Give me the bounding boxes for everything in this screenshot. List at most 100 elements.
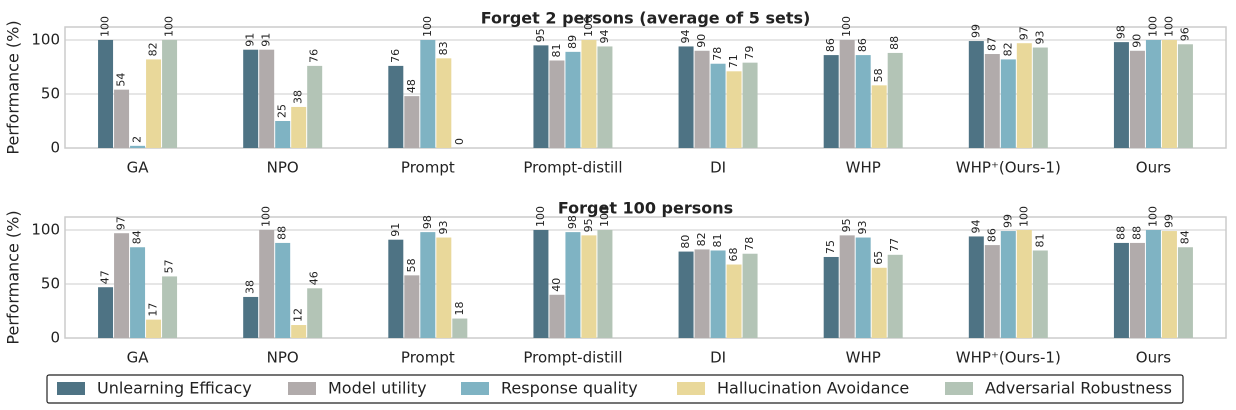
bar bbox=[597, 46, 613, 149]
x-tick-label: WHP⁺(Ours-1) bbox=[956, 349, 1061, 367]
bar bbox=[1177, 247, 1193, 338]
value-label: 46 bbox=[308, 271, 321, 285]
value-label: 91 bbox=[260, 33, 273, 47]
value-label: 2 bbox=[131, 136, 144, 143]
value-label: 89 bbox=[566, 35, 579, 49]
value-label: 79 bbox=[743, 46, 756, 60]
bar bbox=[420, 39, 436, 148]
y-tick-label: 50 bbox=[41, 84, 60, 102]
bar bbox=[436, 58, 452, 149]
value-label: 97 bbox=[115, 216, 128, 230]
value-label: 88 bbox=[888, 36, 901, 50]
value-label: 17 bbox=[147, 303, 160, 317]
bar bbox=[581, 235, 597, 338]
value-label: 96 bbox=[1178, 27, 1191, 41]
bar bbox=[678, 46, 694, 149]
y-tick-label: 100 bbox=[31, 30, 60, 48]
x-tick-label: WHP bbox=[846, 159, 881, 177]
bar bbox=[162, 276, 178, 338]
bar bbox=[823, 256, 839, 338]
bar bbox=[871, 85, 887, 148]
legend-swatch bbox=[288, 382, 316, 395]
value-label: 76 bbox=[308, 49, 321, 63]
bar bbox=[549, 294, 565, 338]
value-label: 99 bbox=[1162, 214, 1175, 228]
value-label: 91 bbox=[389, 223, 402, 237]
bar bbox=[98, 39, 114, 148]
y-axis-label: Performance (%) bbox=[4, 210, 23, 344]
legend-label: Model utility bbox=[328, 379, 427, 398]
value-label: 25 bbox=[276, 104, 289, 118]
plot-area bbox=[64, 216, 1227, 339]
value-label: 95 bbox=[840, 218, 853, 232]
value-label: 84 bbox=[1178, 230, 1191, 244]
legend-label: Unlearning Efficacy bbox=[97, 379, 252, 398]
value-label: 87 bbox=[985, 37, 998, 51]
chart-title: Forget 100 persons bbox=[558, 199, 733, 218]
bar bbox=[1000, 231, 1016, 338]
bar bbox=[1113, 242, 1129, 338]
bar bbox=[984, 245, 1000, 338]
bar bbox=[549, 60, 565, 148]
bar bbox=[291, 106, 307, 148]
y-tick-label: 50 bbox=[41, 274, 60, 292]
y-tick-label: 0 bbox=[50, 329, 60, 347]
bar bbox=[533, 45, 549, 148]
x-tick-label: Prompt-distill bbox=[523, 349, 622, 367]
legend-swatch bbox=[461, 382, 489, 395]
x-tick-label: Ours bbox=[1136, 349, 1171, 367]
x-tick-label: Prompt bbox=[401, 159, 455, 177]
value-label: 78 bbox=[743, 237, 756, 251]
bar bbox=[404, 96, 420, 148]
bar bbox=[307, 65, 323, 148]
x-tick-label: Prompt-distill bbox=[523, 159, 622, 177]
bar bbox=[1032, 47, 1048, 148]
bar bbox=[871, 267, 887, 338]
value-label: 95 bbox=[582, 218, 595, 232]
value-label: 98 bbox=[566, 215, 579, 229]
value-label: 83 bbox=[437, 41, 450, 55]
legend-box bbox=[46, 374, 1184, 404]
value-label: 80 bbox=[679, 235, 692, 249]
x-tick-label: DI bbox=[710, 349, 726, 367]
value-label: 98 bbox=[421, 215, 434, 229]
bar bbox=[146, 319, 162, 338]
value-label: 68 bbox=[727, 248, 740, 262]
value-label: 82 bbox=[147, 42, 160, 56]
x-tick-label: Ours bbox=[1136, 159, 1171, 177]
bar bbox=[1145, 39, 1161, 148]
value-label: 84 bbox=[131, 230, 144, 244]
x-tick-label: GA bbox=[127, 159, 150, 177]
bar bbox=[855, 55, 871, 148]
value-label: 48 bbox=[405, 79, 418, 93]
bar bbox=[678, 251, 694, 338]
bar bbox=[114, 233, 130, 338]
bar bbox=[1177, 44, 1193, 148]
bar bbox=[114, 89, 130, 148]
x-tick-label: NPO bbox=[267, 159, 299, 177]
legend-swatch bbox=[945, 382, 973, 395]
bar bbox=[742, 62, 758, 148]
value-label: 99 bbox=[969, 24, 982, 38]
value-label: 88 bbox=[1114, 226, 1127, 240]
legend-label: Response quality bbox=[501, 379, 638, 398]
value-label: 75 bbox=[824, 240, 837, 254]
bar bbox=[726, 71, 742, 148]
value-label: 88 bbox=[1130, 226, 1143, 240]
bar bbox=[452, 318, 468, 338]
bar bbox=[1129, 242, 1145, 338]
value-label: 12 bbox=[292, 308, 305, 322]
value-label: 100 bbox=[260, 206, 273, 227]
bar bbox=[710, 63, 726, 148]
bar bbox=[1016, 43, 1032, 149]
bar bbox=[307, 288, 323, 338]
bar bbox=[291, 325, 307, 338]
value-label: 91 bbox=[244, 33, 257, 47]
value-label: 0 bbox=[453, 138, 466, 145]
bar bbox=[565, 232, 581, 338]
bar bbox=[694, 50, 710, 149]
value-label: 94 bbox=[598, 29, 611, 43]
value-label: 78 bbox=[711, 47, 724, 61]
bar bbox=[1113, 42, 1129, 148]
